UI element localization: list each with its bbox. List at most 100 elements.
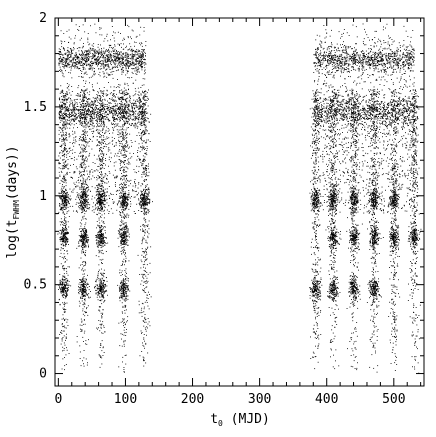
- data-point: [85, 166, 87, 168]
- data-point: [68, 51, 70, 53]
- data-point: [64, 223, 66, 224]
- data-point: [92, 75, 94, 77]
- data-point: [382, 50, 383, 51]
- data-point: [72, 57, 74, 59]
- data-point: [323, 115, 325, 116]
- data-point: [61, 256, 63, 258]
- data-point: [320, 59, 322, 61]
- data-point: [403, 62, 405, 64]
- data-point: [64, 128, 66, 130]
- data-point: [348, 107, 349, 109]
- data-point: [142, 112, 144, 113]
- data-point: [66, 150, 68, 152]
- data-point: [76, 116, 78, 118]
- data-point: [92, 57, 93, 59]
- data-point: [100, 60, 102, 62]
- data-point: [114, 54, 116, 56]
- data-point: [125, 112, 127, 114]
- data-point: [65, 296, 66, 298]
- data-point: [131, 59, 133, 61]
- data-point: [340, 114, 341, 116]
- data-point: [63, 103, 64, 104]
- data-point: [374, 64, 376, 66]
- data-point: [96, 58, 98, 60]
- data-point: [324, 120, 326, 122]
- data-point: [63, 205, 65, 207]
- data-point: [364, 55, 366, 56]
- data-point: [123, 115, 124, 116]
- data-point: [139, 71, 140, 73]
- data-point: [95, 62, 97, 64]
- data-point: [385, 64, 386, 66]
- data-point: [140, 136, 142, 138]
- data-point: [92, 49, 94, 51]
- data-point: [350, 130, 352, 131]
- data-point: [72, 53, 74, 54]
- data-point: [110, 61, 112, 63]
- data-point: [333, 99, 335, 101]
- data-point: [112, 99, 114, 101]
- data-point: [340, 62, 342, 64]
- data-point: [122, 59, 123, 60]
- data-point: [135, 93, 137, 95]
- data-point: [75, 52, 77, 54]
- data-point: [78, 53, 80, 55]
- data-point: [365, 50, 367, 52]
- data-point: [80, 114, 82, 116]
- data-point: [87, 60, 88, 62]
- data-point: [89, 56, 90, 58]
- data-point: [72, 111, 74, 113]
- data-point: [61, 135, 63, 137]
- data-point: [327, 99, 329, 101]
- data-point: [70, 111, 72, 113]
- data-point: [338, 55, 340, 57]
- data-point: [113, 31, 114, 33]
- data-point: [62, 123, 64, 125]
- data-point: [404, 118, 406, 119]
- data-point: [337, 48, 339, 50]
- data-point: [99, 121, 101, 122]
- data-point: [358, 147, 360, 149]
- data-point: [140, 53, 141, 55]
- data-point: [362, 114, 364, 115]
- data-point: [410, 111, 411, 113]
- data-point: [409, 85, 411, 87]
- data-point: [346, 87, 347, 89]
- data-point: [141, 43, 143, 44]
- data-point: [102, 115, 103, 116]
- data-point: [326, 77, 328, 78]
- data-point: [116, 108, 118, 110]
- data-point: [372, 64, 374, 66]
- data-point: [348, 98, 350, 100]
- data-point: [99, 106, 101, 108]
- data-point: [409, 53, 411, 55]
- data-point: [369, 62, 370, 64]
- data-point: [145, 59, 146, 61]
- data-point: [402, 98, 404, 99]
- data-point: [127, 56, 129, 58]
- data-point: [111, 108, 113, 110]
- data-point: [64, 104, 66, 106]
- data-point: [360, 60, 362, 61]
- data-point: [314, 62, 316, 63]
- data-point: [125, 65, 127, 67]
- data-point: [108, 114, 109, 116]
- data-point: [61, 96, 63, 97]
- data-point: [371, 113, 372, 115]
- data-point: [389, 61, 390, 63]
- data-point: [103, 58, 105, 60]
- data-point: [128, 93, 130, 95]
- data-point: [397, 105, 398, 107]
- data-point: [352, 57, 354, 59]
- data-point: [342, 61, 343, 63]
- data-point: [381, 89, 383, 91]
- data-point: [73, 103, 75, 105]
- data-point: [130, 50, 132, 52]
- data-point: [405, 65, 406, 66]
- data-point: [344, 56, 346, 58]
- data-point: [109, 98, 110, 99]
- data-point: [139, 61, 141, 63]
- data-point: [389, 49, 391, 51]
- data-point: [97, 52, 99, 53]
- data-point: [341, 58, 343, 60]
